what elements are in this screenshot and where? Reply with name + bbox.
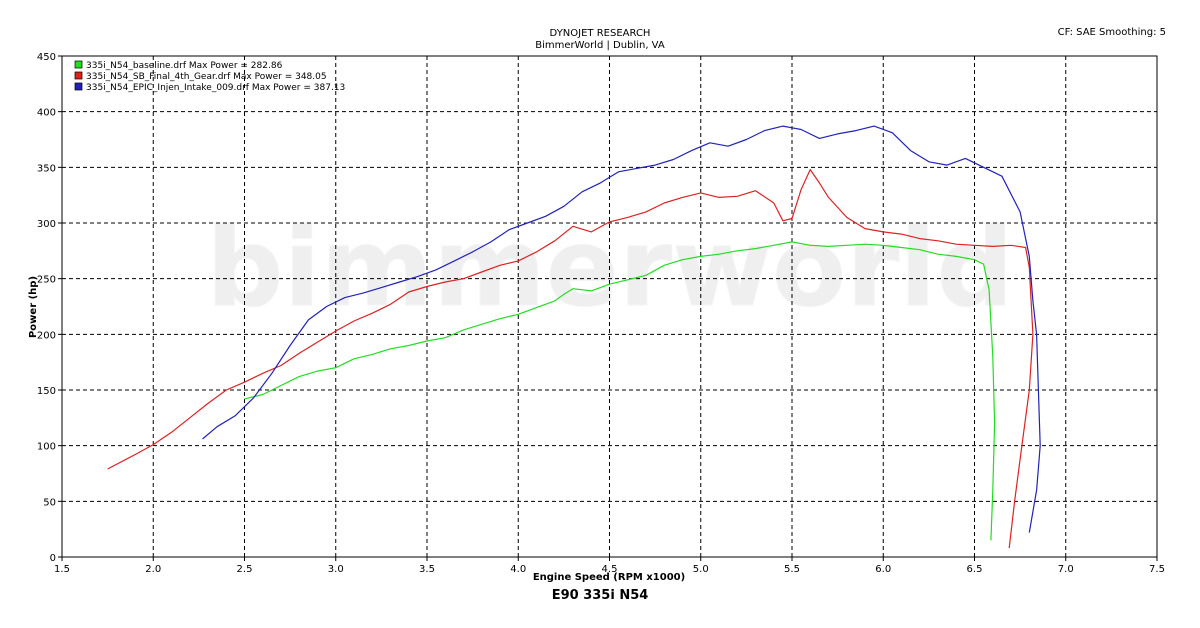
legend-label: 335i_N54_EPIC_Injen_Intake_009.drf Max P… — [86, 83, 345, 93]
y-axis-label: Power (hp) — [28, 276, 39, 338]
x-tick-label: 2.0 — [145, 564, 161, 575]
x-tick-label: 5.5 — [784, 564, 800, 575]
y-tick-label: 100 — [37, 442, 56, 453]
y-tick-label: 450 — [37, 52, 56, 63]
legend-swatch — [74, 82, 83, 91]
y-tick-label: 250 — [37, 275, 56, 286]
x-tick-label: 3.0 — [328, 564, 344, 575]
y-tick-label: 150 — [37, 386, 56, 397]
x-tick-label: 1.5 — [54, 564, 70, 575]
legend: 335i_N54_baseline.drf Max Power = 282.86… — [74, 60, 345, 93]
y-tick-label: 200 — [37, 330, 56, 341]
chart-subtitle: E90 335i N54 — [551, 588, 649, 603]
legend-label: 335i_N54_SB_Final_4th_Gear.drf Max Power… — [86, 72, 327, 82]
x-tick-label: 4.0 — [510, 564, 526, 575]
y-tick-label: 300 — [37, 219, 56, 230]
y-tick-label: 50 — [43, 497, 56, 508]
axis-ticks: 1.5 2.0 2.5 3.0 3.5 4.0 4.5 5.0 5.5 6.0 6.5 7.0 7.5 0… — [37, 52, 1165, 575]
x-tick-label: 3.5 — [419, 564, 435, 575]
series-line-3 — [202, 125, 1041, 533]
legend-swatch — [74, 71, 83, 80]
x-tick-label: 6.5 — [967, 564, 983, 575]
y-tick-label: 350 — [37, 163, 56, 174]
series-line-2 — [107, 169, 1034, 549]
x-axis-label: Engine Speed (RPM x1000) — [533, 572, 685, 583]
x-tick-label: 7.5 — [1149, 564, 1165, 575]
grid-lines — [62, 56, 1157, 557]
y-tick-label: 400 — [37, 108, 56, 119]
legend-label: 335i_N54_baseline.drf Max Power = 282.86 — [86, 61, 283, 71]
series-line-1 — [244, 241, 996, 541]
x-tick-label: 6.0 — [875, 564, 891, 575]
x-tick-label: 4.5 — [602, 564, 618, 575]
chart-header-location: BimmerWorld | Dublin, VA — [535, 40, 665, 51]
x-tick-label: 5.0 — [693, 564, 709, 575]
x-tick-label: 7.0 — [1058, 564, 1074, 575]
plot-area — [62, 56, 1157, 557]
correction-settings: CF: SAE Smoothing: 5 — [1057, 27, 1166, 38]
legend-swatch — [74, 60, 83, 69]
chart-header-company: DYNOJET RESEARCH — [549, 28, 651, 39]
x-tick-label: 2.5 — [237, 564, 253, 575]
y-tick-label: 0 — [50, 553, 56, 564]
series-lines — [107, 125, 1041, 549]
